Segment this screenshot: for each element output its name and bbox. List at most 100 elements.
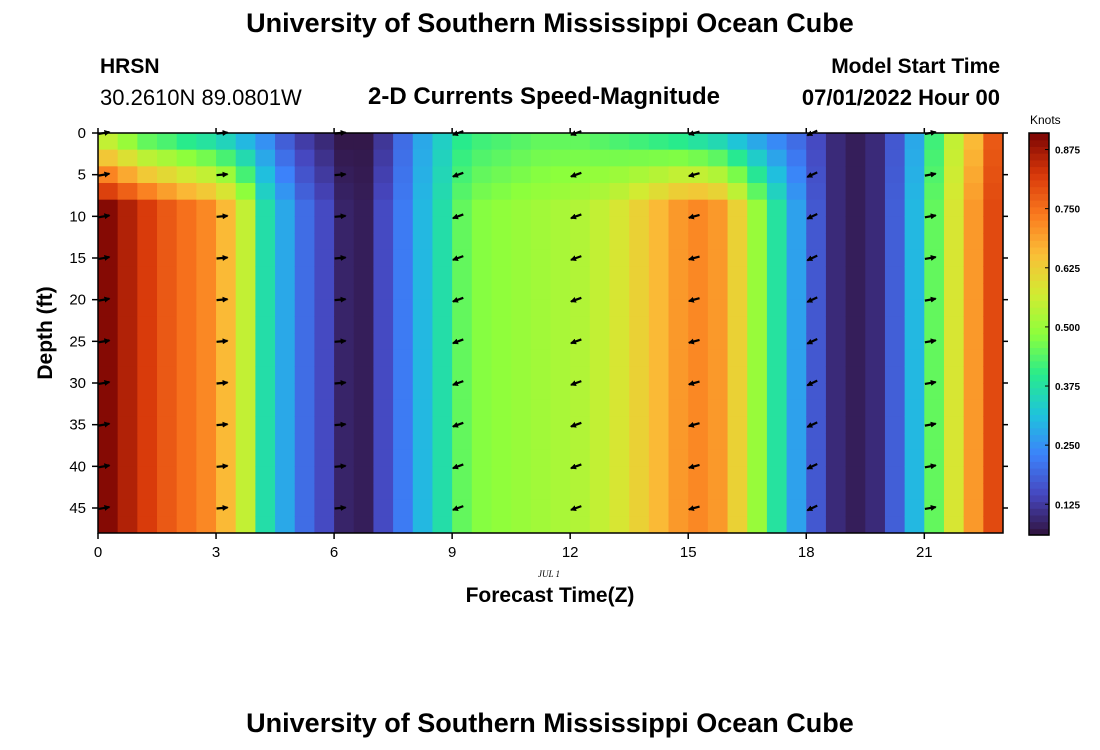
heatmap-cell — [589, 349, 611, 367]
heatmap-cell — [589, 516, 611, 533]
current-vector-arrow — [924, 171, 937, 178]
heatmap-cell — [511, 183, 532, 201]
heatmap-cell — [511, 316, 532, 334]
colorbar-segment — [1029, 528, 1049, 536]
heatmap-cell — [157, 516, 178, 533]
heatmap-cell — [570, 183, 591, 201]
heatmap-cell — [707, 299, 729, 317]
heatmap-cell — [511, 466, 532, 484]
heatmap-cell — [865, 299, 886, 317]
heatmap-cell — [550, 333, 571, 351]
heatmap-cell — [275, 449, 296, 467]
heatmap-cell — [235, 149, 256, 167]
heatmap-cell — [471, 433, 493, 451]
heatmap-cell — [668, 299, 689, 317]
heatmap-cell — [176, 249, 197, 267]
current-vector-arrow — [687, 505, 700, 512]
heatmap-cell — [196, 149, 217, 167]
heatmap-cell — [884, 466, 906, 484]
heatmap-cell — [884, 149, 906, 167]
heatmap-cell — [688, 399, 709, 417]
heatmap-cell — [491, 299, 512, 317]
heatmap-cell — [963, 383, 984, 401]
heatmap-cell — [117, 516, 138, 533]
heatmap-cell — [412, 333, 434, 351]
heatmap-cell — [727, 366, 748, 384]
heatmap-cell — [511, 149, 532, 167]
heatmap-cell — [511, 133, 532, 151]
heatmap-cell — [766, 133, 788, 151]
heatmap-cell — [688, 516, 709, 533]
heatmap-cell — [491, 183, 512, 201]
heatmap-cell — [275, 416, 296, 434]
heatmap-cell — [196, 166, 217, 184]
heatmap-cell — [314, 449, 335, 467]
heatmap-cell — [432, 349, 453, 367]
heatmap-cell — [294, 183, 316, 201]
heatmap-cell — [904, 149, 925, 167]
heatmap-cell — [688, 433, 709, 451]
heatmap-cell — [629, 383, 650, 401]
heatmap-cell — [471, 283, 493, 301]
heatmap-cell — [412, 399, 434, 417]
colorbar-segment — [1029, 367, 1049, 375]
heatmap-cell — [766, 183, 788, 201]
heatmap-cell — [963, 183, 984, 201]
heatmap-cell — [117, 333, 138, 351]
heatmap-cell — [275, 283, 296, 301]
heatmap-cell — [255, 433, 276, 451]
colorbar-frame — [1028, 132, 1050, 536]
heatmap-cell — [766, 349, 788, 367]
heatmap-cell — [727, 299, 748, 317]
heatmap-cell — [806, 499, 827, 517]
heatmap-cell — [412, 366, 434, 384]
heatmap-cell — [176, 299, 197, 317]
heatmap-cell — [452, 299, 473, 317]
heatmap-cell — [98, 183, 119, 201]
heatmap-cell — [314, 149, 335, 167]
heatmap-cell — [275, 516, 296, 533]
heatmap-cell — [629, 433, 650, 451]
heatmap-cell — [412, 233, 434, 251]
heatmap-cell — [255, 366, 276, 384]
heatmap-cell — [511, 283, 532, 301]
heatmap-cell — [825, 349, 847, 367]
heatmap-cell — [884, 166, 906, 184]
heatmap-cell — [806, 483, 827, 501]
heatmap-cell — [452, 316, 473, 334]
current-vector-arrow — [687, 421, 700, 428]
heatmap-cell — [983, 166, 1003, 184]
heatmap-cell — [727, 333, 748, 351]
heatmap-cell — [924, 283, 945, 301]
heatmap-cell — [589, 333, 611, 351]
heatmap-cell — [334, 483, 355, 501]
heatmap-cell — [275, 483, 296, 501]
heatmap-cell — [904, 216, 925, 234]
heatmap-cell — [275, 433, 296, 451]
heatmap-cell — [196, 183, 217, 201]
current-vector-arrow — [924, 463, 937, 470]
heatmap-cell — [727, 383, 748, 401]
heatmap-cell — [275, 333, 296, 351]
heatmap-cell — [963, 416, 984, 434]
current-vector-arrow — [452, 171, 464, 178]
x-axis: 0 3 6 9 12 15 18 21 — [94, 128, 933, 561]
heatmap-cell — [668, 283, 689, 301]
heatmap-cell — [117, 349, 138, 367]
heatmap-cell — [176, 283, 197, 301]
heatmap-cell — [865, 183, 886, 201]
heatmap-cell — [432, 266, 453, 284]
heatmap-cell — [452, 249, 473, 267]
heatmap-cell — [766, 483, 788, 501]
heatmap-cell — [275, 149, 296, 167]
heatmap-cell — [353, 149, 375, 167]
heatmap-cell — [471, 183, 493, 201]
heatmap-cell — [766, 333, 788, 351]
heatmap-cell — [786, 283, 807, 301]
heatmap-cell — [845, 233, 866, 251]
heatmap-cell — [255, 283, 276, 301]
heatmap-cell — [727, 499, 748, 517]
heatmap-cell — [707, 249, 729, 267]
heatmap-cell — [530, 199, 552, 217]
current-vector-arrow — [98, 254, 111, 261]
